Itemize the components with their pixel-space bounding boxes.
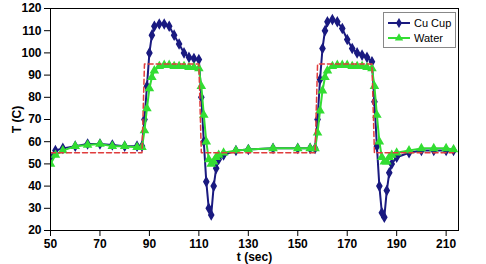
svg-text:30: 30 [28,201,42,215]
svg-text:170: 170 [337,237,357,251]
svg-text:70: 70 [28,112,42,126]
svg-text:110: 110 [189,237,209,251]
svg-text:210: 210 [436,237,456,251]
svg-text:20: 20 [28,223,42,237]
html-text:Water: Water [414,31,443,44]
svg-text:t (sec): t (sec) [237,250,272,264]
svg-text:60: 60 [28,135,42,149]
svg-text:90: 90 [143,237,157,251]
svg-text:100: 100 [21,46,41,60]
svg-text:40: 40 [28,179,42,193]
svg-text:90: 90 [28,68,42,82]
html-text:Cu Cup: Cu Cup [414,16,452,29]
svg-text:70: 70 [93,237,107,251]
svg-text:50: 50 [44,237,58,251]
svg-text:110: 110 [22,24,42,38]
svg-text:80: 80 [28,90,42,104]
svg-text:120: 120 [21,1,41,15]
svg-text:130: 130 [238,237,259,251]
svg-text:150: 150 [288,237,308,251]
svg-text:T (C): T (C) [10,106,24,133]
svg-text:190: 190 [387,237,407,251]
svg-text:50: 50 [28,157,42,171]
